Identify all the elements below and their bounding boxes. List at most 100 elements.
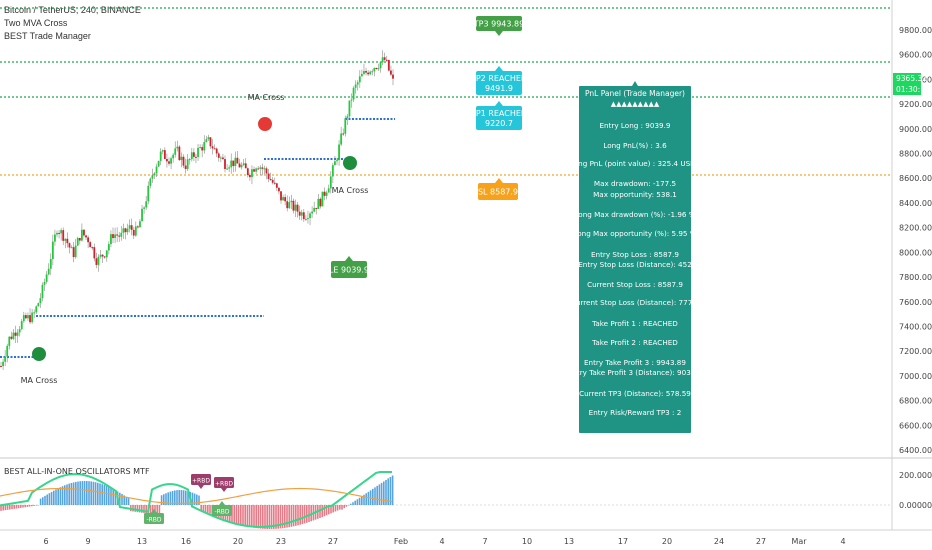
date-tick-label: 4: [439, 537, 444, 546]
pnl-line: Entry Long : 9039.9: [600, 121, 671, 130]
date-tick-label: Mar: [791, 537, 807, 546]
candle-body: [215, 148, 218, 154]
candle-body: [130, 225, 133, 230]
candle-body: [390, 70, 392, 75]
osc-bar: [284, 505, 286, 528]
osc-bar: [86, 481, 88, 505]
symbol-title[interactable]: Bitcoin / TetherUS, 240, BINANCE: [4, 5, 141, 15]
osc-bar: [323, 505, 326, 517]
ma-cross-top-label: MA Cross: [248, 93, 285, 102]
candle-body: [207, 137, 210, 140]
rbd-pointer: [198, 485, 204, 489]
candle-body: [375, 68, 378, 70]
osc-bar: [363, 494, 365, 505]
sl-label: SL 8587.9: [478, 188, 518, 197]
candle-body: [39, 298, 42, 304]
osc-bar: [22, 505, 24, 508]
osc-bar: [132, 505, 134, 512]
candle-body: [139, 221, 141, 228]
candle-body: [284, 197, 287, 202]
osc-bar: [182, 490, 185, 505]
osc-bar: [79, 481, 81, 505]
candle-body: [66, 238, 69, 244]
candle-body: [41, 284, 44, 299]
osc-slow-line: [0, 487, 393, 505]
osc-bar: [290, 505, 293, 527]
date-tick-label: 7: [482, 537, 487, 546]
osc-bar: [198, 495, 200, 505]
tp1-tag: TP1 REACHED 9220.7: [470, 101, 527, 130]
osc-bar: [68, 483, 70, 505]
osc-bar: [81, 481, 84, 505]
osc-bar: [204, 505, 207, 512]
candle-body: [145, 201, 148, 208]
osc-bar: [61, 486, 64, 505]
candle-body: [369, 71, 372, 75]
osc-bar: [383, 481, 385, 505]
osc-bar: [97, 482, 99, 505]
candle-body: [74, 245, 77, 258]
osc-bar: [264, 505, 266, 529]
candle-body: [280, 191, 282, 201]
osc-bar: [160, 495, 163, 505]
candle-body: [232, 160, 235, 167]
osc-bar: [17, 505, 20, 509]
candle-body: [72, 247, 75, 258]
candles[interactable]: [0, 50, 394, 370]
candle-body: [141, 208, 143, 222]
candle-body: [261, 167, 264, 169]
osc-bar: [66, 484, 68, 505]
date-tick-label: 13: [137, 537, 147, 546]
countdown-value: 01:30:10: [896, 85, 930, 94]
oscillator-pane[interactable]: 200.000000 0.000000 +RBD +RBD -RBD -RBD: [0, 471, 932, 529]
candle-body: [242, 163, 245, 165]
long-entry-label: LE 9039.9: [329, 266, 369, 275]
osc-bar: [209, 505, 211, 514]
date-tick-label: 27: [756, 537, 766, 546]
osc-bar: [176, 490, 178, 505]
candle-body: [259, 167, 262, 169]
candle-body: [161, 150, 164, 152]
price-axis[interactable]: 9800.009600.009400.009200.009000.008800.…: [899, 26, 932, 455]
osc-bar: [376, 485, 378, 505]
candle-body: [385, 59, 388, 61]
candle-body: [47, 268, 50, 275]
candle-body: [319, 198, 322, 207]
osc-bar: [343, 505, 345, 509]
price-tick-label: 9600.00: [899, 51, 932, 60]
date-tick-label: Feb: [394, 537, 408, 546]
osc-bar: [178, 490, 180, 505]
osc-bar: [158, 505, 161, 516]
indicator-trade-manager[interactable]: BEST Trade Manager: [4, 31, 91, 41]
candle-body: [381, 57, 384, 63]
osc-bar: [345, 505, 348, 507]
date-tick-label: 20: [233, 537, 243, 546]
osc-bar: [167, 492, 169, 505]
indicator-two-mva-cross[interactable]: Two MVA Cross: [4, 18, 68, 28]
osc-bar: [235, 505, 238, 524]
osc-bar: [339, 505, 341, 510]
candle-body: [257, 168, 260, 170]
candle-body: [159, 151, 162, 161]
osc-tick-label: 0.000000: [899, 501, 932, 510]
candle-body: [327, 188, 330, 193]
pnl-line: Long PnL(%) : 3.6: [603, 141, 667, 150]
price-tick-label: 8200.00: [899, 224, 932, 233]
osc-bar: [143, 505, 145, 514]
candle-body: [103, 256, 106, 258]
candle-body: [76, 237, 79, 246]
candle-body: [95, 258, 98, 265]
osc-bar: [112, 489, 114, 505]
osc-tick-label: 200.000000: [899, 471, 932, 480]
time-axis[interactable]: 6 9 13 16 20 23 27 Feb 4 7 10 13 17 20 24 27 Mar 4: [43, 537, 845, 546]
osc-bar: [154, 505, 156, 515]
osc-bar: [253, 505, 255, 528]
ma-cross-buy-marker: [32, 347, 46, 361]
oscillator-title: BEST ALL-IN-ONE OSCILLATORS MTF: [4, 467, 150, 476]
price-tick-label: 7400.00: [899, 322, 932, 331]
osc-bar: [297, 505, 299, 526]
osc-bar: [299, 505, 301, 525]
osc-bar: [207, 505, 209, 513]
osc-bar: [187, 491, 189, 505]
